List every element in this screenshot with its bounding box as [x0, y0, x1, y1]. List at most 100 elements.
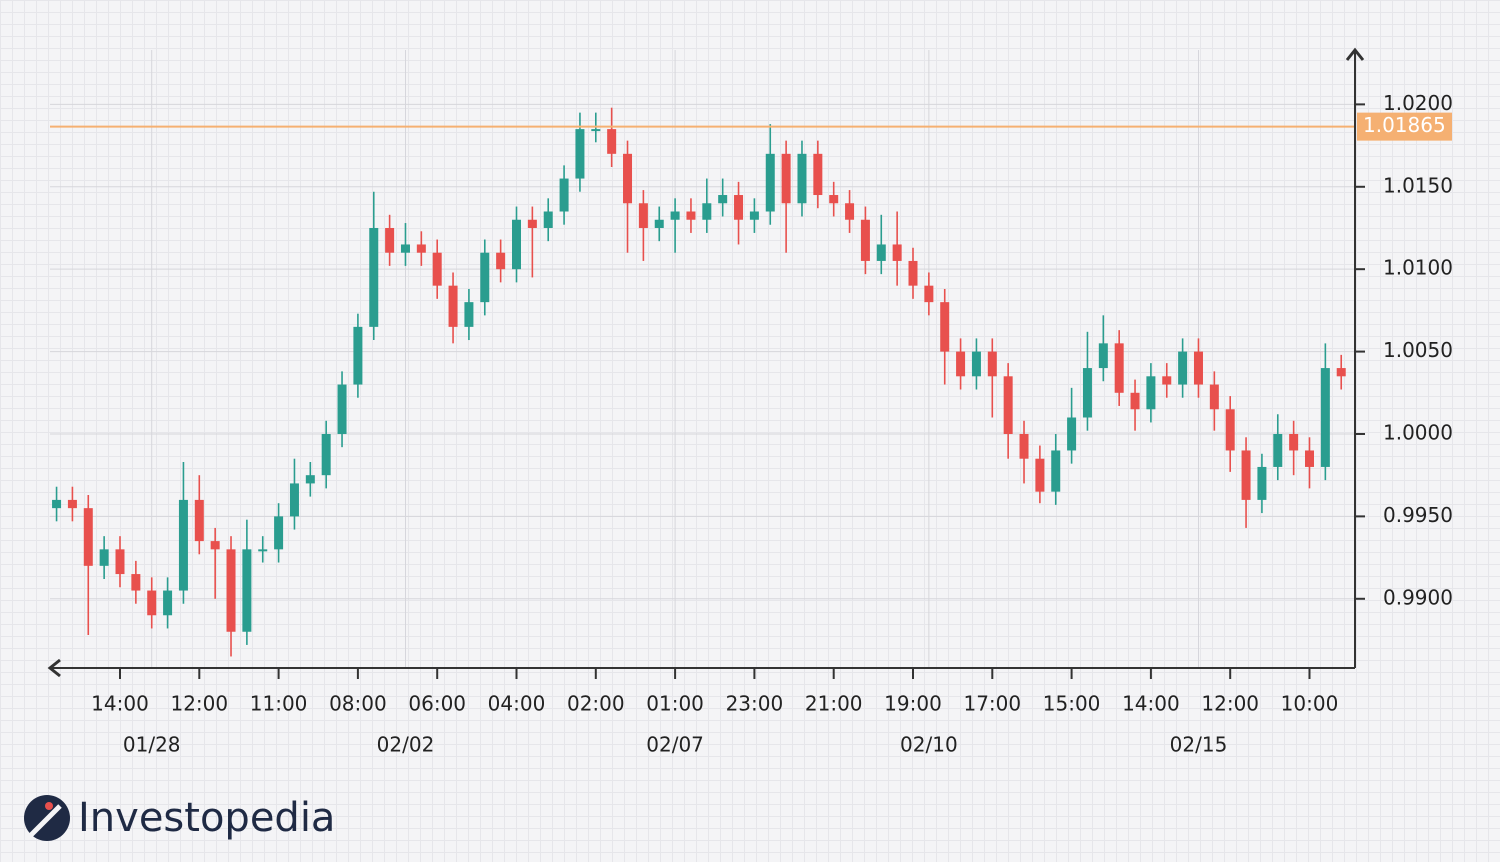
candle-body — [369, 227, 379, 327]
candle-body — [289, 483, 299, 517]
candle-body — [765, 153, 775, 212]
x-tick-label: 19:00 — [884, 692, 942, 716]
candle-body — [274, 516, 284, 550]
candle-body — [305, 475, 315, 484]
candles — [50, 107, 1355, 657]
candle-body — [258, 549, 268, 552]
candle-body — [956, 351, 966, 377]
candle-body — [1019, 433, 1029, 459]
candle-body — [702, 203, 712, 220]
date-label: 01/28 — [123, 733, 181, 757]
candle-body — [353, 326, 363, 385]
candle-body — [242, 549, 252, 632]
y-tick-label: 0.9950 — [1383, 503, 1453, 527]
candle-body — [448, 285, 458, 327]
candle-body — [99, 549, 109, 566]
candle-body — [131, 574, 141, 591]
y-tick-label: 1.0150 — [1383, 173, 1453, 197]
brand-name: Investopedia — [78, 795, 335, 841]
candle-body — [480, 252, 490, 303]
candle-body — [892, 244, 902, 261]
candle-body — [1336, 368, 1346, 377]
candle-body — [845, 203, 855, 220]
candle-body — [1035, 458, 1045, 492]
candle-body — [829, 195, 839, 204]
candle-body — [686, 211, 696, 220]
candle-body — [226, 549, 236, 632]
candle-body — [813, 153, 823, 196]
candle-body — [1209, 384, 1219, 410]
candle-body — [1320, 368, 1330, 467]
candle-body — [1193, 351, 1203, 385]
x-tick-label: 06:00 — [408, 692, 466, 716]
axis-labels: 0.9900 0.9950 1.0000 1.0050 1.0100 1.0150 1.02… — [91, 91, 1453, 757]
brand-logo: Investopedia — [24, 795, 335, 841]
candle-body — [337, 384, 347, 434]
candle-body — [178, 499, 188, 591]
candle-body — [638, 203, 648, 228]
date-label: 02/15 — [1170, 733, 1228, 757]
candle-body — [543, 211, 553, 228]
candle-body — [432, 252, 442, 286]
candle-body — [718, 195, 728, 204]
y-tick-label: 1.0100 — [1383, 256, 1453, 280]
candle-body — [1082, 368, 1092, 418]
grid — [50, 50, 1355, 668]
x-tick-label: 23:00 — [726, 692, 784, 716]
x-tick-label: 10:00 — [1281, 692, 1339, 716]
candle-body — [194, 499, 204, 542]
candle-body — [607, 129, 617, 154]
candle-body — [1003, 376, 1013, 434]
date-label: 02/07 — [646, 733, 704, 757]
candle-body — [559, 178, 569, 212]
candle-body — [1114, 343, 1124, 393]
candle-body — [496, 252, 506, 270]
candle-body — [1130, 392, 1140, 410]
candle-body — [591, 129, 601, 132]
candle-body — [52, 499, 62, 509]
candle-body — [147, 590, 157, 616]
candle-body — [1051, 450, 1061, 492]
candle-body — [83, 508, 93, 566]
candle-body — [527, 219, 537, 228]
x-tick-label: 01:00 — [646, 692, 704, 716]
candle-body — [1098, 343, 1108, 369]
candle-body — [400, 244, 410, 253]
x-tick-label: 11:00 — [250, 692, 308, 716]
y-tick-label: 1.0000 — [1383, 420, 1453, 444]
candle-body — [781, 153, 791, 204]
candle-body — [163, 590, 173, 616]
candle-body — [1257, 466, 1267, 500]
candle-body — [115, 549, 125, 575]
candle-body — [654, 219, 664, 228]
candle-body — [512, 219, 521, 270]
candle-body — [1273, 433, 1283, 467]
candle-body — [749, 211, 759, 220]
candle-body — [1067, 417, 1077, 451]
candle-body — [1225, 409, 1235, 451]
candle-body — [1178, 351, 1188, 385]
candle-body — [385, 227, 395, 253]
candle-body — [876, 244, 886, 261]
x-tick-label: 02:00 — [567, 692, 625, 716]
candle-body — [1305, 450, 1314, 467]
candle-body — [1146, 376, 1156, 410]
candle-body — [464, 302, 474, 327]
candle-body — [797, 153, 807, 204]
date-label: 02/10 — [900, 733, 958, 757]
candle-body — [670, 211, 680, 220]
candle-body — [623, 153, 633, 204]
candle-body — [924, 285, 934, 303]
x-tick-label: 04:00 — [488, 692, 546, 716]
price-label: 1.01865 — [1363, 113, 1446, 137]
candle-body — [940, 302, 950, 352]
x-tick-label: 15:00 — [1043, 692, 1101, 716]
candle-body — [1289, 433, 1299, 451]
price-label-box — [1357, 112, 1452, 141]
x-tick-label: 14:00 — [91, 692, 149, 716]
y-tick-label: 0.9900 — [1383, 585, 1453, 609]
candle-body — [908, 260, 918, 286]
candle-body — [575, 129, 585, 179]
candle-body — [210, 541, 220, 550]
